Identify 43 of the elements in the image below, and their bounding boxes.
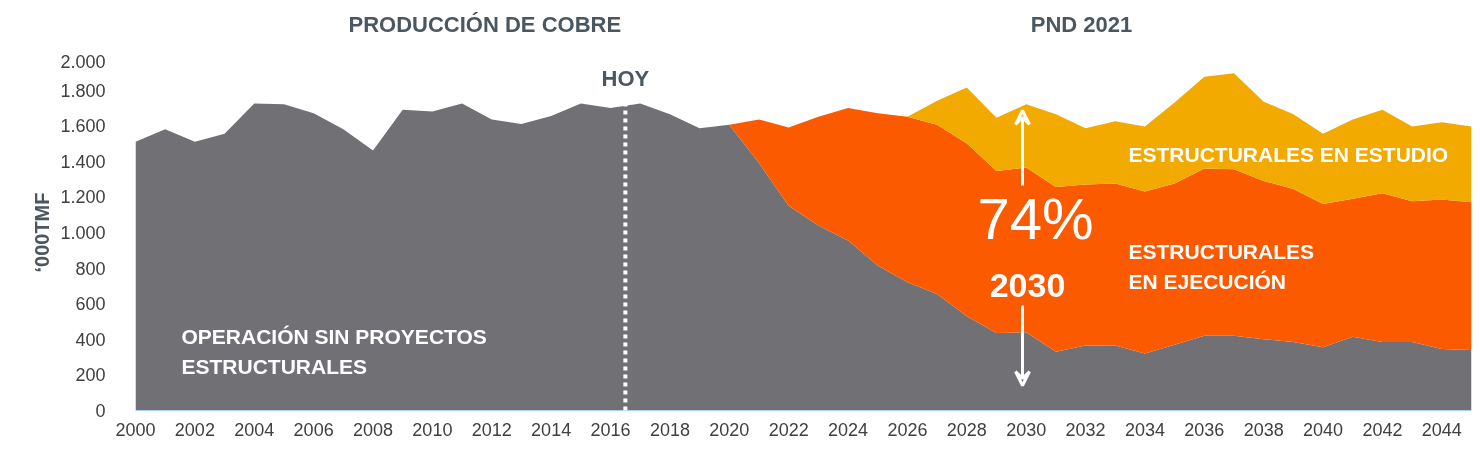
chart-subtitle: PND 2021 bbox=[1030, 11, 1133, 37]
annotation: 74% bbox=[977, 185, 1094, 251]
x-tick-label: 2012 bbox=[471, 419, 512, 440]
x-tick-label: 2036 bbox=[1184, 419, 1225, 440]
y-tick-label: 2.000 bbox=[60, 51, 106, 72]
x-tick-label: 2020 bbox=[709, 419, 750, 440]
x-tick-label: 2042 bbox=[1362, 419, 1403, 440]
y-tick-label: 200 bbox=[75, 365, 106, 386]
y-tick-label: 0 bbox=[95, 401, 106, 421]
series-label: ESTRUCTURALES EN EJECUCIÓN bbox=[1128, 239, 1315, 293]
x-tick-label: 2028 bbox=[946, 419, 987, 440]
x-tick-label: 2030 bbox=[1006, 419, 1047, 440]
x-tick-label: 2004 bbox=[234, 419, 275, 440]
y-tick-label: 800 bbox=[75, 258, 106, 279]
x-tick-label: 2040 bbox=[1303, 419, 1344, 440]
ref-line-label: HOY bbox=[601, 65, 650, 91]
x-tick-label: 2022 bbox=[768, 419, 809, 440]
y-tick-label: 1.200 bbox=[60, 187, 106, 208]
x-tick-label: 2002 bbox=[174, 419, 215, 440]
x-tick-label: 2006 bbox=[293, 419, 334, 440]
y-tick-label: 1.400 bbox=[60, 151, 106, 172]
x-tick-label: 2038 bbox=[1243, 419, 1284, 440]
y-tick-label: 1.600 bbox=[60, 116, 106, 137]
y-tick-label: 1.800 bbox=[60, 80, 106, 101]
series-label: ESTRUCTURALES EN ESTUDIO bbox=[1128, 142, 1449, 166]
annotation: 2030 bbox=[989, 265, 1066, 304]
chart-title: PRODUCCIÓN DE COBRE bbox=[348, 11, 622, 37]
series-label: OPERACIÓN SIN PROYECTOS ESTRUCTURALES bbox=[181, 324, 487, 378]
x-tick-label: 2024 bbox=[828, 419, 869, 440]
x-tick-label: 2016 bbox=[590, 419, 631, 440]
x-tick-label: 2010 bbox=[412, 419, 453, 440]
y-tick-label: 400 bbox=[75, 329, 106, 350]
y-tick-label: 600 bbox=[75, 294, 106, 315]
x-tick-label: 2032 bbox=[1065, 419, 1106, 440]
x-tick-label: 2018 bbox=[649, 419, 690, 440]
x-tick-label: 2034 bbox=[1124, 419, 1165, 440]
x-tick-label: 2000 bbox=[115, 419, 156, 440]
x-tick-label: 2014 bbox=[531, 419, 572, 440]
x-tick-label: 2026 bbox=[887, 419, 928, 440]
y-tick-label: 1.000 bbox=[60, 223, 106, 243]
y-axis-title: ‘000TMF bbox=[31, 192, 54, 273]
x-tick-label: 2008 bbox=[352, 419, 394, 440]
x-tick-label: 2044 bbox=[1421, 419, 1462, 440]
